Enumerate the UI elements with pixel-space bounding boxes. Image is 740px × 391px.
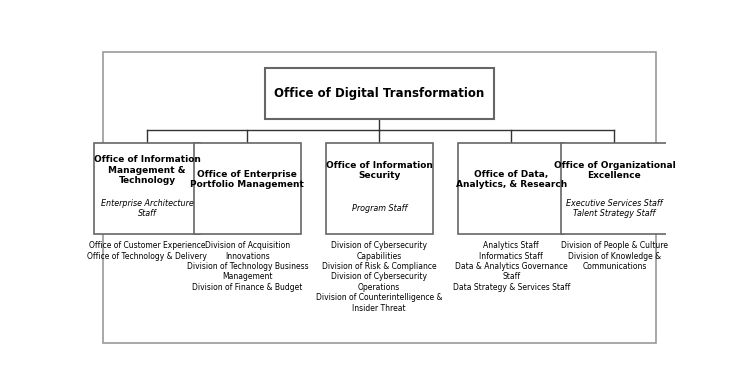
FancyBboxPatch shape (265, 68, 494, 119)
Text: Office of Information
Management &
Technology: Office of Information Management & Techn… (93, 156, 201, 185)
Text: Division of Acquisition
Innovations
Division of Technology Business
Management
D: Division of Acquisition Innovations Divi… (186, 241, 308, 292)
Text: Division of People & Culture
Division of Knowledge &
Communications: Division of People & Culture Division of… (561, 241, 668, 271)
Text: Program Staff: Program Staff (352, 204, 407, 213)
Text: Division of Cybersecurity
Capabilities
Division of Risk & Compliance
Division of: Division of Cybersecurity Capabilities D… (316, 241, 443, 312)
FancyBboxPatch shape (561, 143, 667, 233)
FancyBboxPatch shape (458, 143, 565, 233)
FancyBboxPatch shape (94, 143, 201, 233)
Text: Office of Enterprise
Portfolio Management: Office of Enterprise Portfolio Managemen… (190, 170, 304, 189)
Text: Office of Organizational
Excellence: Office of Organizational Excellence (554, 161, 676, 180)
Text: Office of Customer Experience
Office of Technology & Delivery: Office of Customer Experience Office of … (87, 241, 207, 260)
Text: Analytics Staff
Informatics Staff
Data & Analytics Governance
Staff
Data Strateg: Analytics Staff Informatics Staff Data &… (453, 241, 570, 292)
Text: Office of Data,
Analytics, & Research: Office of Data, Analytics, & Research (456, 170, 567, 189)
Text: Office of Information
Security: Office of Information Security (326, 161, 433, 180)
FancyBboxPatch shape (326, 143, 433, 233)
Text: Office of Digital Transformation: Office of Digital Transformation (274, 87, 485, 100)
Text: Enterprise Architecture
Staff: Enterprise Architecture Staff (101, 199, 193, 218)
FancyBboxPatch shape (194, 143, 300, 233)
Text: Executive Services Staff
Talent Strategy Staff: Executive Services Staff Talent Strategy… (566, 199, 663, 218)
FancyBboxPatch shape (103, 52, 656, 343)
